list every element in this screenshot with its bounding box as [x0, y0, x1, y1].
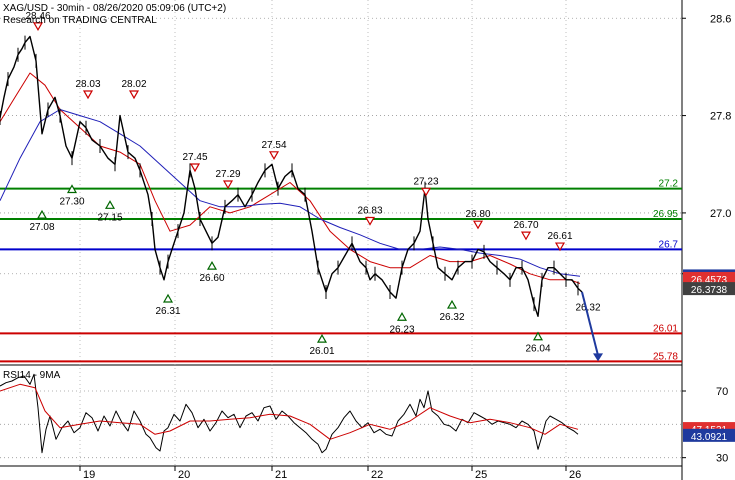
- price-badge-label: 26.3738: [691, 285, 728, 296]
- time-tick-label: 26: [569, 469, 581, 480]
- pivot-high-label: 27.23: [413, 176, 438, 187]
- pivot-high-label: 28.03: [75, 79, 100, 90]
- pivot-low-marker: [206, 260, 218, 270]
- level-label: 26.7: [659, 239, 679, 250]
- pivot-low-marker: [396, 312, 408, 321]
- price-grid: [0, 0, 682, 466]
- support-resistance-levels: 27.2 26.95 26.7 26.01 25.78: [0, 179, 682, 363]
- time-tick-label: 21: [275, 469, 287, 480]
- rsi-grid: [0, 390, 682, 459]
- chart-title: XAG/USD - 30min - 08/26/2020 05:09:06 (U…: [3, 3, 226, 14]
- pivot-high-label: 26.70: [513, 220, 538, 231]
- time-tick-label: 19: [83, 469, 95, 480]
- level-label: 26.95: [653, 209, 678, 220]
- price-badge-label: 26.4573: [691, 275, 728, 286]
- pivot-high-marker: [128, 90, 140, 100]
- time-axis: 19 20 21 22 25 26: [79, 466, 581, 480]
- rsi-line: [0, 373, 579, 454]
- pivot-high-label: 26.83: [357, 206, 382, 217]
- level-label: 26.01: [653, 323, 678, 334]
- time-tick-label: 25: [475, 469, 487, 480]
- pivot-high-marker: [32, 22, 44, 32]
- pivot-low-label: 27.15: [97, 212, 122, 223]
- rsi-tick-label: 30: [716, 453, 728, 465]
- target-label: 26.32: [575, 302, 600, 313]
- pivot-high-label: 28.02: [121, 79, 146, 90]
- pivot-low-marker: [36, 209, 48, 219]
- rsi-series[interactable]: [0, 373, 579, 454]
- price-tick-label: 27.8: [710, 111, 731, 123]
- pivot-low-marker: [532, 331, 544, 341]
- pivot-low-marker: [316, 333, 328, 343]
- pivot-low-label: 26.01: [309, 346, 334, 357]
- pivot-high-label: 27.54: [261, 140, 286, 151]
- price-tick-label: 27.0: [710, 208, 731, 220]
- price-badge: [683, 271, 735, 285]
- price-series[interactable]: [0, 35, 583, 317]
- pivot-low-marker: [446, 299, 458, 309]
- pivot-low-label: 27.08: [29, 222, 54, 233]
- rsi-badge: [683, 428, 735, 442]
- pivot-low-marker: [66, 184, 78, 194]
- pivot-high-label: 26.61: [547, 231, 572, 242]
- pivot-low-label: 26.04: [525, 344, 550, 355]
- pivot-high-label: 27.29: [215, 169, 240, 180]
- pivot-high-marker: [472, 220, 484, 230]
- level-label: 25.78: [653, 351, 678, 362]
- price-badge: [683, 282, 735, 296]
- pivot-high-label: 28.46: [25, 11, 50, 22]
- pivot-high-marker: [268, 151, 280, 161]
- rsi-tick-label: 70: [716, 386, 728, 398]
- pivot-high-marker: [82, 90, 94, 100]
- pivot-low-label: 26.23: [389, 324, 414, 335]
- price-line: [0, 35, 583, 317]
- source-label: Research on TRADING CENTRAL: [3, 15, 157, 26]
- rsi-axis: 70 30: [682, 386, 728, 465]
- pivot-high-marker: [520, 231, 532, 241]
- rsi-ma-line: [0, 383, 579, 440]
- pivot-high-marker: [222, 180, 234, 190]
- pivot-low-marker: [104, 200, 116, 209]
- ma-slow-line: [0, 109, 581, 277]
- pivot-low-label: 27.30: [59, 197, 84, 208]
- pivot-low-marker: [162, 293, 174, 303]
- forecast-arrow-shaft: [581, 291, 599, 356]
- forecast-arrow-head: [593, 353, 603, 362]
- pivot-low-label: 26.60: [199, 273, 224, 284]
- time-tick-label: 22: [371, 469, 383, 480]
- pivot-high-marker: [364, 216, 376, 226]
- pivot-high-marker: [554, 242, 566, 252]
- pivot-markers: 28.46 28.03 28.02 27.45 27.29 27.54 26.83 27.23…: [25, 11, 600, 357]
- price-tick-label: 28.6: [710, 13, 731, 25]
- time-tick-label: 20: [178, 469, 190, 480]
- pivot-high-marker: [420, 187, 432, 197]
- pivot-high-label: 27.45: [182, 152, 207, 163]
- pivot-low-label: 26.31: [155, 306, 180, 317]
- pivot-low-label: 26.32: [439, 312, 464, 323]
- rsi-badge-label: 43.0921: [691, 432, 728, 443]
- rsi-title: RSI14 - 9MA: [3, 370, 61, 381]
- pivot-high-marker: [189, 163, 201, 173]
- forecast-arrow: [581, 291, 603, 362]
- pivot-high-label: 26.80: [465, 209, 490, 220]
- level-label: 27.2: [659, 179, 679, 190]
